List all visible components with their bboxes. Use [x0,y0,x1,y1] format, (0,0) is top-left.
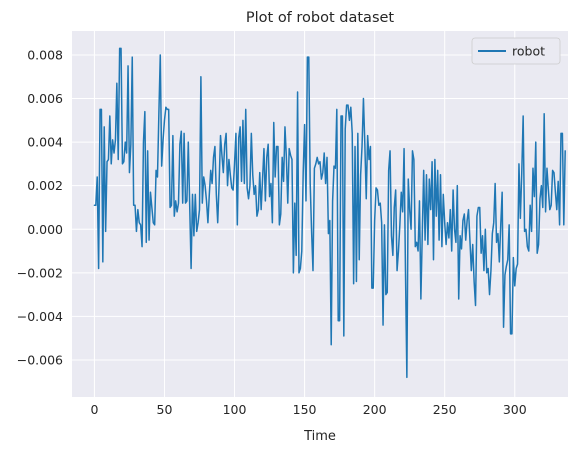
y-tick-label: 0.006 [27,91,63,106]
x-tick-label: 0 [90,402,98,417]
y-tick-label: 0.000 [27,222,63,237]
y-tick-label: −0.002 [17,265,63,280]
x-tick-label: 150 [293,402,317,417]
x-tick-label: 200 [363,402,387,417]
y-tick-label: 0.004 [27,135,63,150]
x-tick-label: 250 [433,402,457,417]
legend: robot [471,37,561,65]
y-tick-label: 0.008 [27,47,63,62]
legend-label-robot: robot [512,44,545,59]
series-layer [93,47,566,379]
x-tick-label: 300 [503,402,527,417]
x-tick-label: 100 [223,402,247,417]
x-tick-label: 50 [157,402,173,417]
x-axis-ticks: 0 50 100 150 200 250 300 [90,402,526,417]
legend-box [471,37,561,65]
y-tick-label: −0.004 [17,309,63,324]
y-tick-label: 0.002 [27,178,63,193]
x-axis-label: Time [303,429,336,444]
y-tick-label: −0.006 [17,352,63,367]
chart-title: Plot of robot dataset [246,10,395,26]
series-line-robot [93,47,566,379]
y-axis-ticks: −0.006 −0.004 −0.002 0.000 0.002 0.004 0.006 0.… [17,47,63,367]
